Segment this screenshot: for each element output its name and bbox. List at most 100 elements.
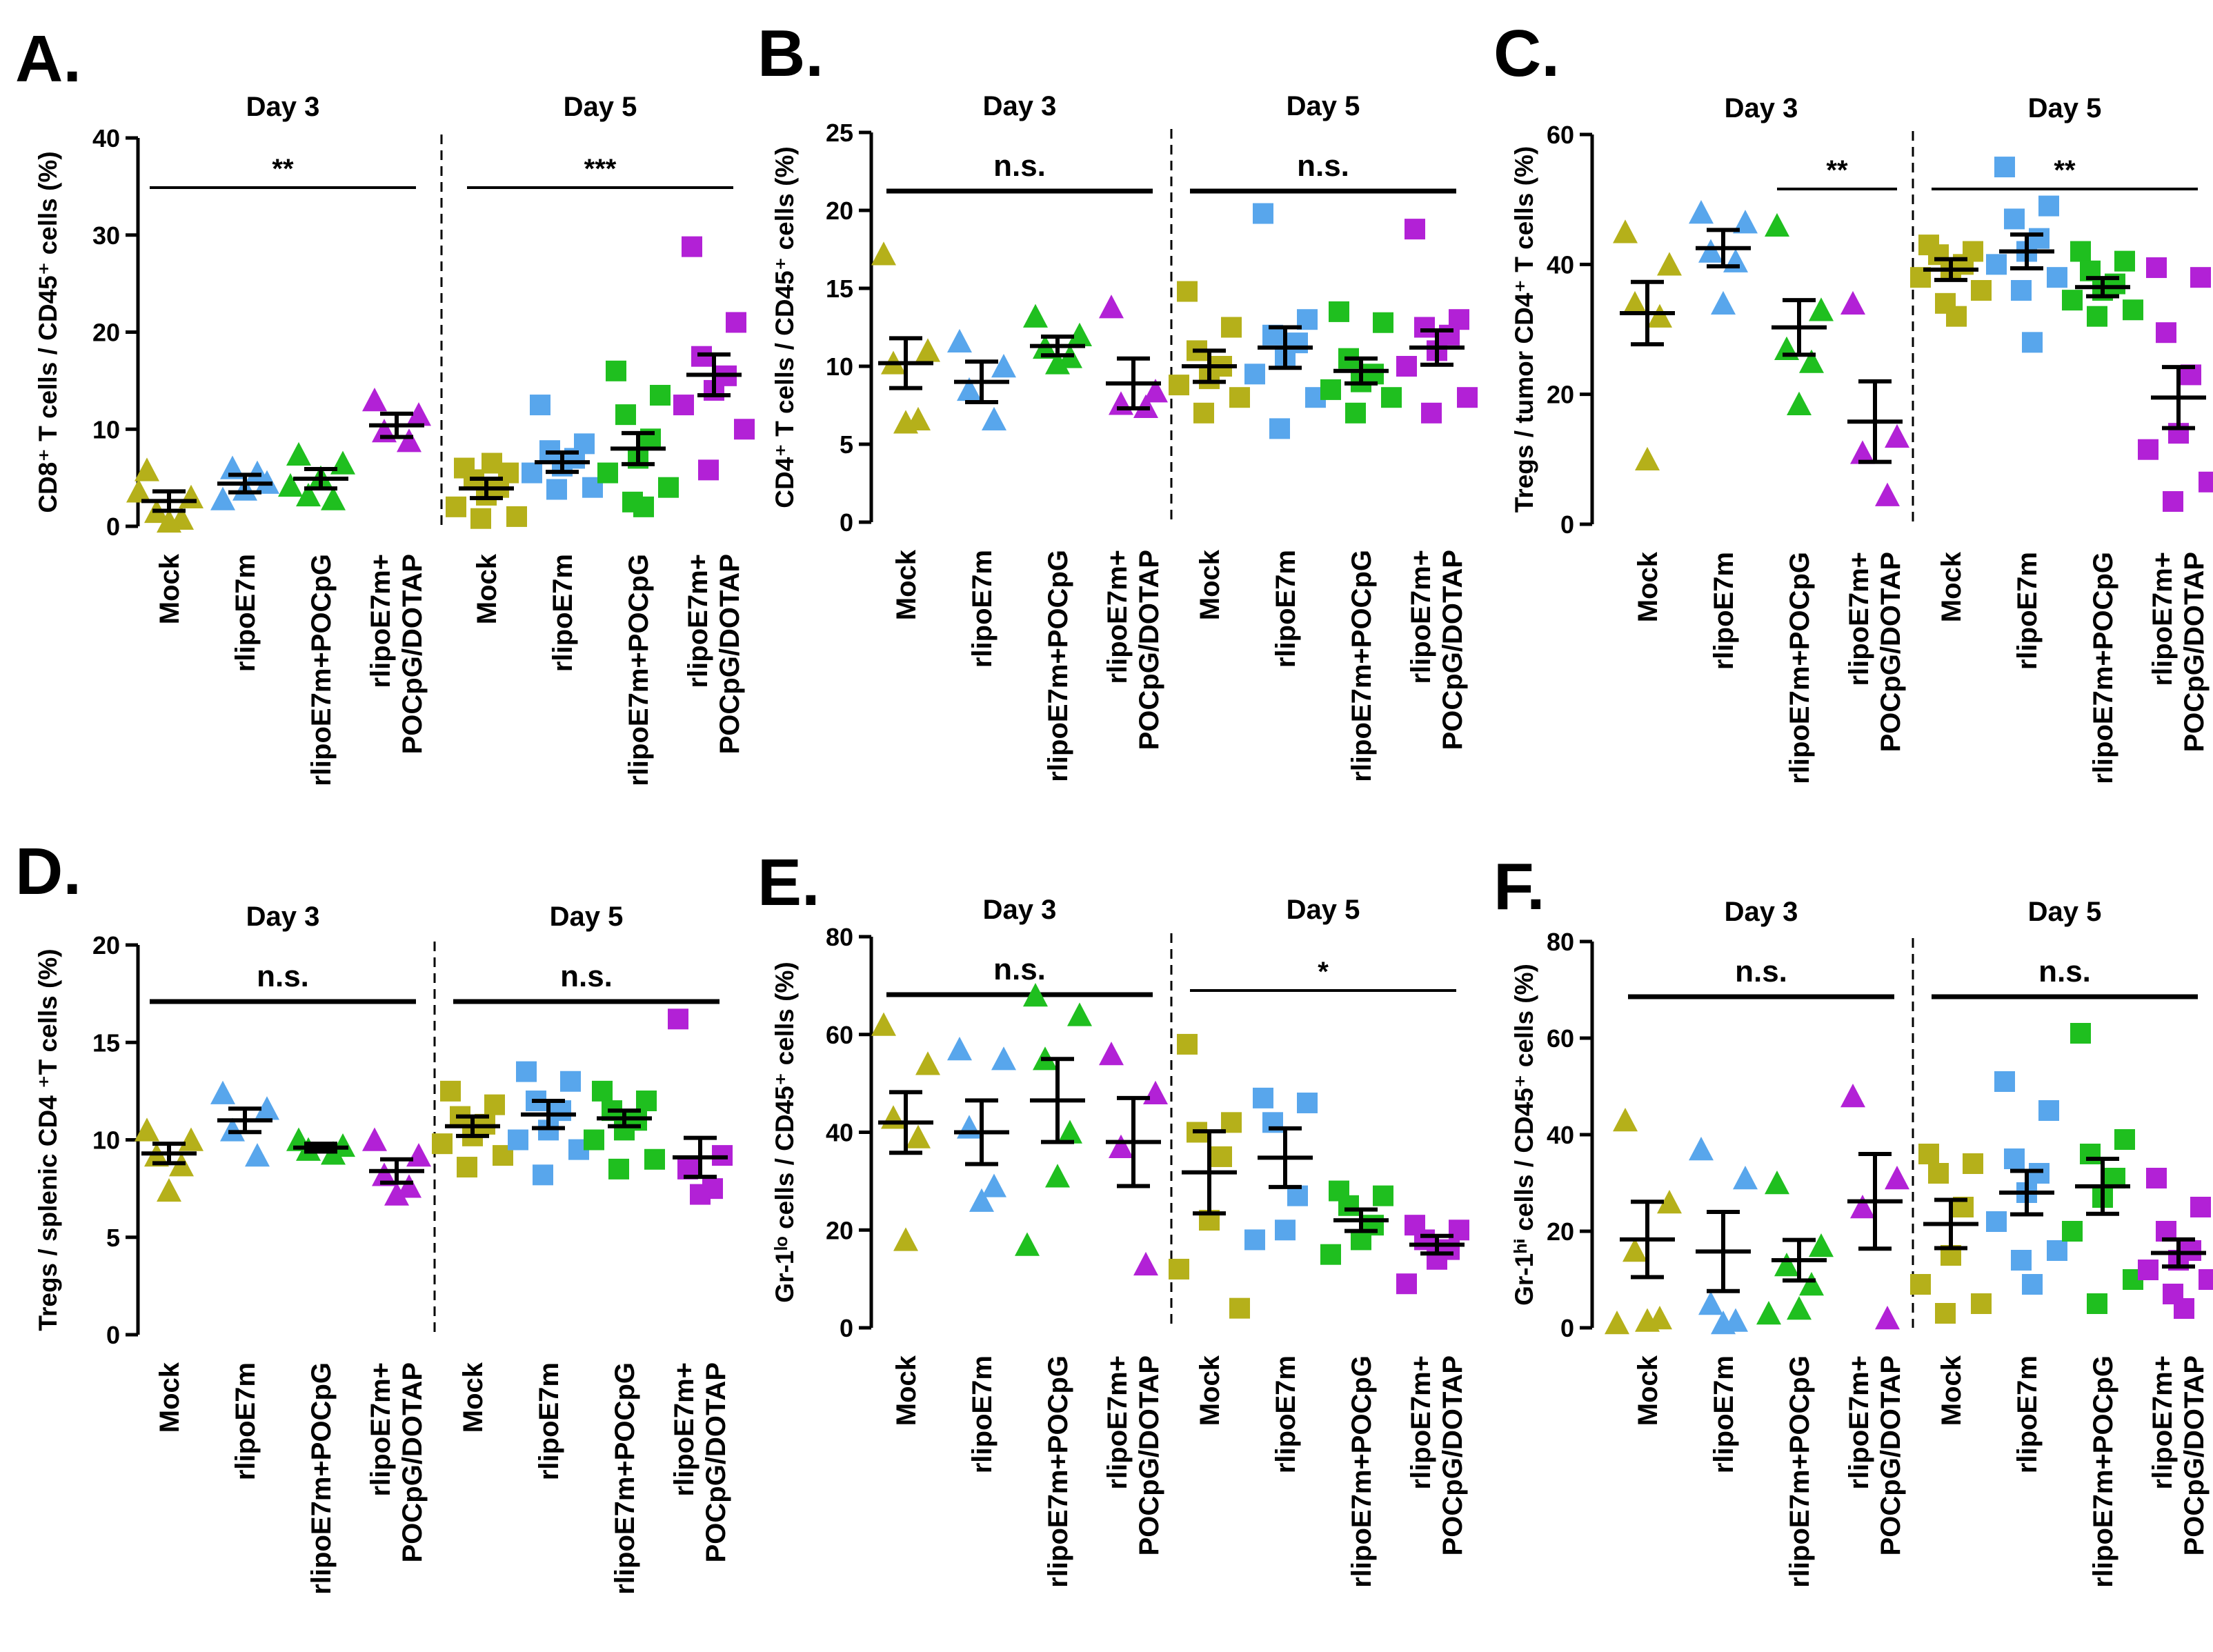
data-point-square bbox=[1269, 418, 1290, 439]
category-6 bbox=[584, 1080, 665, 1180]
data-point-triangle bbox=[245, 460, 270, 484]
data-point-triangle bbox=[1635, 1308, 1660, 1332]
category-3 bbox=[1099, 1042, 1168, 1276]
data-point-square bbox=[1345, 402, 1366, 424]
x-category-label: rlipoE7m bbox=[967, 550, 998, 668]
category-0 bbox=[1605, 1108, 1682, 1335]
data-point-square bbox=[2038, 1100, 2059, 1121]
x-category-label: Mock bbox=[155, 553, 185, 624]
y-tick-label: 10 bbox=[92, 415, 120, 444]
data-point-square bbox=[2070, 241, 2091, 262]
data-point-square bbox=[636, 1091, 657, 1111]
category-1 bbox=[210, 1080, 279, 1167]
data-point-triangle bbox=[126, 479, 151, 503]
category-6 bbox=[1320, 301, 1402, 424]
data-point-triangle bbox=[157, 1177, 181, 1202]
data-point-square bbox=[2199, 471, 2213, 492]
category-2 bbox=[1023, 303, 1092, 375]
data-point-square bbox=[1381, 387, 1402, 408]
category-5 bbox=[1986, 1071, 2067, 1295]
data-point-triangle bbox=[991, 1046, 1016, 1071]
x-category-label-line: rlipoE7m+ bbox=[1102, 1355, 1133, 1490]
data-point-square bbox=[506, 506, 527, 527]
x-category-label: rlipoE7m+POCpG/DOTAP bbox=[2147, 552, 2210, 752]
data-point-triangle bbox=[1099, 1042, 1124, 1066]
x-category-label: rlipoE7m+POCpG bbox=[1785, 1355, 1815, 1588]
panel-c: C. 0 20 40 60 Tregs / tumor CD4⁺ T cells (%) D… bbox=[1493, 17, 2213, 784]
panel-d: D. 0 5 10 15 20 Tregs / splenic CD4 ⁺T cells (… bbox=[15, 835, 733, 1595]
data-point-square bbox=[533, 1164, 553, 1186]
category-5 bbox=[1244, 1087, 1318, 1251]
data-point-square bbox=[690, 1184, 711, 1205]
data-point-square bbox=[2004, 1148, 2025, 1169]
x-category-label-line: POCpG/DOTAP bbox=[701, 1362, 731, 1562]
data-point-square bbox=[1421, 402, 1442, 424]
data-point-triangle bbox=[1765, 1171, 1789, 1195]
data-point-square bbox=[2029, 1163, 2050, 1184]
data-point-square bbox=[560, 1071, 581, 1092]
data-point-triangle bbox=[1787, 391, 1812, 415]
y-tick-label: 40 bbox=[826, 1119, 853, 1147]
data-point-square bbox=[457, 1157, 477, 1178]
significance-label: ** bbox=[1826, 155, 1848, 186]
y-tick-label: 5 bbox=[106, 1224, 120, 1252]
significance-label: n.s. bbox=[1297, 149, 1349, 183]
data-point-square bbox=[446, 496, 466, 517]
significance-label: n.s. bbox=[1735, 955, 1787, 988]
category-6 bbox=[1320, 1180, 1393, 1265]
data-point-square bbox=[1457, 387, 1478, 408]
x-category-label: rlipoE7m+POCpG bbox=[2088, 552, 2118, 784]
data-point-triangle bbox=[1143, 379, 1168, 403]
panel-e: E. 0 20 40 60 80 Gr-1ˡᵒ cells / CD45⁺ cells (%… bbox=[757, 846, 1469, 1588]
data-point-square bbox=[2156, 322, 2176, 344]
day-title: Day 3 bbox=[246, 92, 320, 122]
significance-label: *** bbox=[584, 154, 617, 184]
y-tick-label: 15 bbox=[826, 275, 853, 303]
significance-label: ** bbox=[2054, 155, 2076, 186]
data-point-triangle bbox=[372, 1162, 397, 1186]
data-point-triangle bbox=[220, 1117, 245, 1142]
category-2 bbox=[278, 441, 355, 510]
data-point-square bbox=[1910, 1274, 1931, 1295]
data-point-triangle bbox=[286, 441, 311, 466]
x-category-label-line: rlipoE7m+ bbox=[1844, 1355, 1874, 1490]
data-point-square bbox=[734, 419, 755, 440]
x-category-label: rlipoE7m+POCpG bbox=[306, 554, 337, 786]
x-category-label: Mock bbox=[1633, 1355, 1663, 1426]
data-point-triangle bbox=[1723, 248, 1748, 272]
data-point-square bbox=[516, 1061, 537, 1082]
data-point-triangle bbox=[1657, 252, 1682, 276]
data-point-triangle bbox=[255, 1096, 279, 1120]
category-7 bbox=[1396, 1215, 1469, 1295]
data-point-square bbox=[530, 395, 550, 416]
data-point-triangle bbox=[957, 1115, 982, 1139]
category-4 bbox=[1169, 281, 1250, 424]
x-category-label: rlipoE7m+POCpG bbox=[1043, 1355, 1073, 1588]
data-point-square bbox=[1963, 1153, 1983, 1174]
day-title: Day 5 bbox=[550, 902, 624, 932]
y-axis-label: Tregs / tumor CD4⁺ T cells (%) bbox=[1510, 146, 1538, 512]
y-tick-label: 0 bbox=[106, 512, 120, 541]
day-title: Day 3 bbox=[983, 91, 1057, 121]
data-point-triangle bbox=[982, 1173, 1006, 1197]
x-category-label: Mock bbox=[891, 1355, 922, 1426]
panel-label: D. bbox=[15, 835, 81, 908]
x-category-label-line: POCpG/DOTAP bbox=[1134, 550, 1164, 750]
x-category-label: rlipoE7m bbox=[1709, 552, 1739, 670]
data-point-square bbox=[2038, 195, 2059, 217]
data-point-square bbox=[698, 459, 719, 481]
x-category-label: rlipoE7m+POCpG bbox=[2088, 1355, 2118, 1588]
category-6 bbox=[597, 360, 679, 517]
x-category-label: rlipoE7m bbox=[534, 1362, 564, 1480]
day-title: Day 3 bbox=[1725, 897, 1798, 927]
data-point-square bbox=[592, 1080, 613, 1102]
day-title: Day 5 bbox=[2028, 93, 2102, 123]
y-axis-label: Gr-1ˡᵒ cells / CD45⁺ cells (%) bbox=[771, 962, 799, 1302]
y-tick-label: 40 bbox=[1547, 1121, 1574, 1149]
x-category-label-line: rlipoE7m+ bbox=[1406, 1355, 1436, 1490]
x-category-label-line: rlipoE7m+ bbox=[2147, 552, 2178, 686]
data-point-triangle bbox=[881, 1105, 906, 1129]
y-axis-label: Tregs / splenic CD4 ⁺T cells (%) bbox=[34, 948, 62, 1331]
data-point-triangle bbox=[278, 472, 303, 497]
data-point-square bbox=[1177, 281, 1198, 302]
